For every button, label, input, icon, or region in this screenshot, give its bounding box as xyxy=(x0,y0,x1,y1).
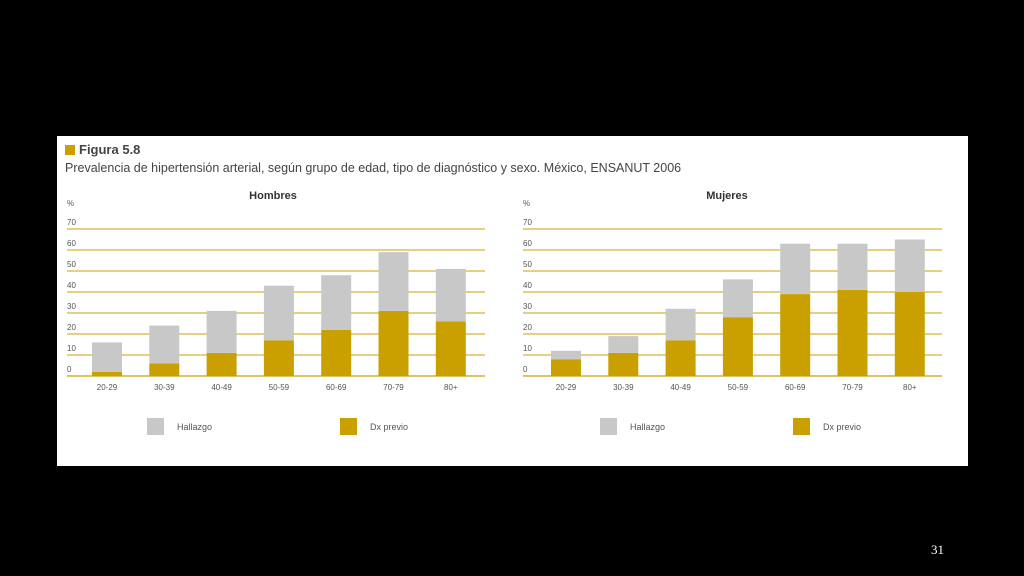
y-tick-label: 50 xyxy=(67,260,76,269)
bar-hallazgo xyxy=(263,285,294,341)
legend-label: Hallazgo xyxy=(630,422,665,432)
y-tick-label: 30 xyxy=(523,302,532,311)
bar-hallazgo xyxy=(780,243,811,295)
x-tick-label: 40-49 xyxy=(211,383,232,392)
bar-dx-previo xyxy=(435,321,466,376)
bar-dx-previo xyxy=(837,289,868,376)
x-tick-label: 50-59 xyxy=(269,383,290,392)
y-tick-label: 10 xyxy=(523,344,532,353)
bar-hallazgo xyxy=(608,336,639,353)
bar-dx-previo xyxy=(894,292,925,376)
y-tick-label: 40 xyxy=(523,281,532,290)
legend-swatch xyxy=(600,418,617,435)
chart-title: Mujeres xyxy=(706,190,748,202)
legend-label: Dx previo xyxy=(823,422,861,432)
bar-hallazgo xyxy=(435,268,466,322)
y-tick-label: 60 xyxy=(67,239,76,248)
x-tick-label: 30-39 xyxy=(613,383,634,392)
legend-label: Dx previo xyxy=(370,422,408,432)
bar-hallazgo xyxy=(837,243,868,290)
legend-swatch xyxy=(793,418,810,435)
y-tick-label: 40 xyxy=(67,281,76,290)
x-tick-label: 80+ xyxy=(903,383,917,392)
bar-hallazgo xyxy=(149,325,180,364)
y-tick-label: 20 xyxy=(523,323,532,332)
figure-subtitle: Prevalencia de hipertensión arterial, se… xyxy=(65,161,682,175)
y-tick-label: 20 xyxy=(67,323,76,332)
y-axis-unit-label: % xyxy=(67,199,74,208)
chart-title: Hombres xyxy=(249,190,297,202)
x-tick-label: 20-29 xyxy=(97,383,118,392)
bar-hallazgo xyxy=(378,252,409,311)
bar-hallazgo xyxy=(894,239,925,292)
y-axis-unit-label: % xyxy=(523,199,530,208)
chart-hombres: Hombres% 0 10 20 30 40 50 60 70 20-29 30-39 40-49 50… xyxy=(67,190,485,435)
legend-label: Hallazgo xyxy=(177,422,212,432)
bar-dx-previo xyxy=(665,340,696,376)
chart-mujeres: Mujeres% 0 10 20 30 40 50 60 70 20-29 30-39 40-49 50… xyxy=(523,190,942,435)
bar-dx-previo xyxy=(780,294,811,376)
x-tick-label: 20-29 xyxy=(556,383,577,392)
y-tick-label: 60 xyxy=(523,239,532,248)
x-tick-label: 80+ xyxy=(444,383,458,392)
legend-swatch xyxy=(340,418,357,435)
x-tick-label: 70-79 xyxy=(842,383,863,392)
y-tick-label: 30 xyxy=(67,302,76,311)
figure-panel: Figura 5.8 Prevalencia de hipertensión a… xyxy=(57,136,968,466)
page-number: 31 xyxy=(931,542,944,557)
bar-dx-previo xyxy=(608,352,639,376)
x-tick-label: 60-69 xyxy=(326,383,347,392)
x-tick-label: 40-49 xyxy=(670,383,691,392)
figure-label-marker xyxy=(65,145,75,155)
y-tick-label: 0 xyxy=(67,365,72,374)
bar-dx-previo xyxy=(149,363,180,376)
bar-hallazgo xyxy=(321,275,352,330)
bar-hallazgo xyxy=(206,310,237,353)
legend-swatch xyxy=(147,418,164,435)
bar-hallazgo xyxy=(722,279,753,318)
y-tick-label: 50 xyxy=(523,260,532,269)
y-tick-label: 70 xyxy=(523,218,532,227)
bar-hallazgo xyxy=(665,308,696,341)
x-tick-label: 70-79 xyxy=(383,383,404,392)
bar-dx-previo xyxy=(206,352,237,376)
y-tick-label: 70 xyxy=(67,218,76,227)
bar-dx-previo xyxy=(551,359,581,376)
bar-dx-previo xyxy=(92,371,122,376)
x-tick-label: 30-39 xyxy=(154,383,175,392)
y-tick-label: 10 xyxy=(67,344,76,353)
figure-label: Figura 5.8 xyxy=(79,142,141,157)
bar-hallazgo xyxy=(551,350,581,360)
bar-dx-previo xyxy=(378,310,409,376)
bar-dx-previo xyxy=(321,329,352,376)
bar-dx-previo xyxy=(722,317,753,376)
bar-dx-previo xyxy=(263,340,294,376)
x-tick-label: 50-59 xyxy=(728,383,749,392)
x-tick-label: 60-69 xyxy=(785,383,806,392)
y-tick-label: 0 xyxy=(523,365,528,374)
bar-hallazgo xyxy=(92,342,122,372)
